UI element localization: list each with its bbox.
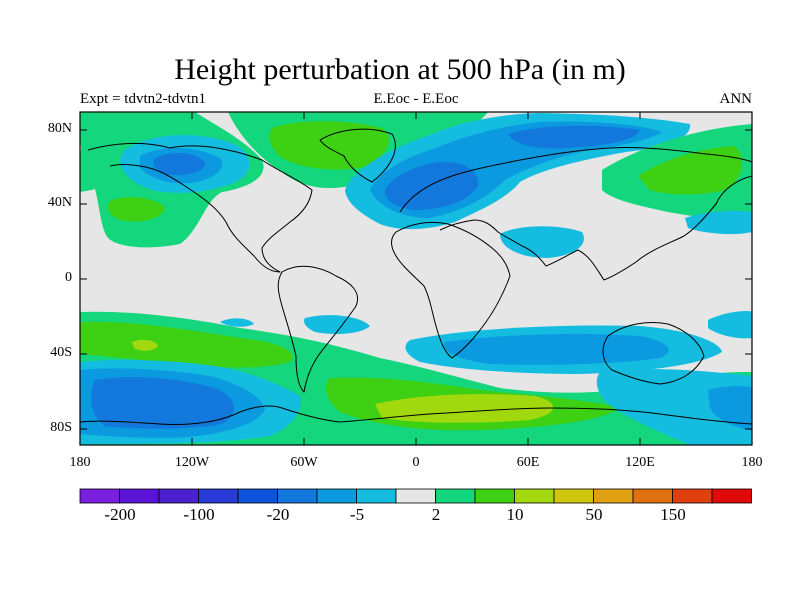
negative-anomaly-region (500, 226, 584, 258)
lat-label-40n: 40N (47, 195, 72, 210)
positive-anomaly-region (107, 197, 165, 222)
lon-label-0: 0 (412, 455, 420, 470)
colorbar-label: -20 (266, 505, 290, 524)
lat-label-80n: 80N (47, 121, 72, 136)
colorbar-label: 2 (431, 505, 441, 524)
contour-field (80, 112, 752, 445)
lon-label-180-left: 180 (69, 455, 91, 470)
positive-anomaly-region (638, 146, 743, 195)
colorbar-label: 10 (506, 505, 524, 524)
positive-anomaly-region (80, 321, 293, 368)
colorbar-swatch (158, 488, 199, 504)
colorbar-swatch (593, 488, 634, 504)
axis-ticks (79, 112, 753, 445)
experiment-label: Expt = tdvtn2-tdvtn1 (80, 91, 206, 107)
negative-anomaly-region (220, 318, 254, 327)
colorbar-swatch (277, 488, 318, 504)
lat-label-equator: 0 (65, 270, 72, 285)
colorbar-label: -5 (349, 505, 365, 524)
negative-anomaly-region (508, 125, 640, 149)
colorbar-swatch (435, 488, 476, 504)
colorbar-swatch (316, 488, 357, 504)
europe-asia-coastline (399, 146, 752, 281)
negative-anomaly-region (708, 310, 752, 339)
latitude-tick (80, 129, 87, 430)
colorbar-swatch (553, 488, 594, 504)
negative-anomaly-region (153, 153, 206, 176)
negative-anomaly-region (91, 377, 235, 429)
colorbar-swatch (514, 488, 555, 504)
longitude-tick-top (191, 112, 641, 119)
africa-coastline (391, 221, 511, 359)
lon-label-60w: 60W (290, 455, 318, 470)
antarctica-coastline (80, 405, 752, 425)
colorbar-swatch (474, 488, 515, 504)
coastlines (80, 128, 752, 425)
colorbar-swatch (672, 488, 713, 504)
positive-anomaly-region (375, 394, 554, 423)
negative-anomaly-region (708, 386, 752, 430)
latitude-tick-right (745, 129, 752, 430)
colorbar-swatch (711, 488, 752, 504)
greenland-coastline (319, 128, 396, 183)
negative-anomaly-region (444, 334, 669, 365)
colorbar-label: 150 (660, 505, 686, 524)
positive-anomaly-region (80, 150, 105, 192)
colorbar-swatch (632, 488, 673, 504)
negative-anomaly-region (596, 369, 752, 445)
colorbar-swatch (237, 488, 278, 504)
australia-coastline (602, 322, 705, 385)
negative-anomaly-region (685, 210, 752, 235)
lon-label-180-right: 180 (741, 455, 763, 470)
positive-anomaly-region (132, 339, 158, 351)
colorbar-swatch (119, 488, 160, 504)
colorbar-label: -100 (183, 505, 215, 524)
lon-label-120e: 120E (625, 455, 655, 470)
north-america-coastline (87, 143, 313, 273)
colorbar-label: -200 (104, 505, 136, 524)
negative-anomaly-region (384, 161, 479, 210)
colorbar-swatch (356, 488, 397, 504)
map-title: Height perturbation at 500 hPa (in m) (174, 53, 626, 86)
south-america-coastline (277, 265, 358, 393)
colorbar-swatch (79, 488, 120, 504)
lat-label-80s: 80S (50, 420, 72, 435)
colorbar-swatch (395, 488, 436, 504)
colorbar-label: 50 (585, 505, 603, 524)
lon-label-60e: 60E (516, 455, 540, 470)
longitude-tick (79, 438, 753, 445)
lat-label-40s: 40S (50, 345, 72, 360)
negative-anomaly-region (304, 315, 370, 334)
lon-label-120w: 120W (174, 455, 210, 470)
colorbar (79, 488, 752, 504)
positive-anomaly-region (269, 121, 389, 170)
season-label: ANN (719, 91, 753, 107)
colorbar-swatch (198, 488, 239, 504)
case-label: E.Eoc - E.Eoc (373, 91, 459, 107)
